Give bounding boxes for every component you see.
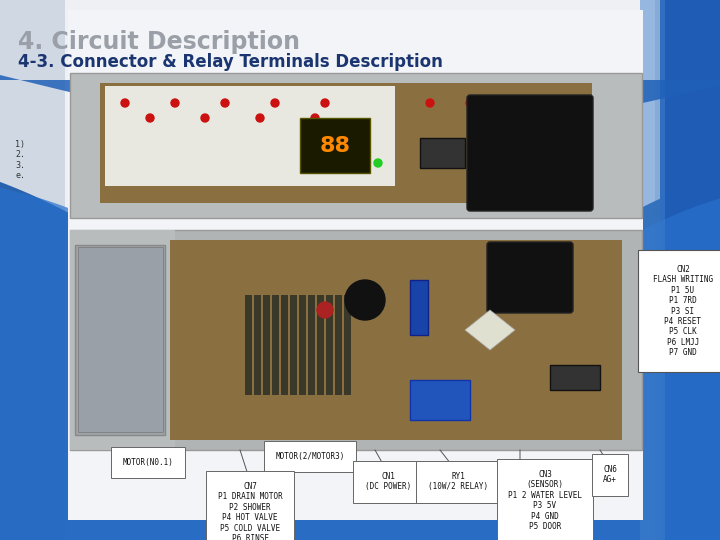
Circle shape [146, 114, 154, 122]
Text: 88: 88 [320, 136, 351, 156]
Text: CN3
(SENSOR)
P1 2 WATER LEVEL
P3 5V
P4 GND
P5 DOOR: CN3 (SENSOR) P1 2 WATER LEVEL P3 5V P4 G… [508, 470, 582, 531]
Bar [75, 245, 165, 435]
Text: RY1
(10W/2 RELAY): RY1 (10W/2 RELAY) [428, 472, 488, 491]
Bar [660, 0, 720, 540]
Text: CN6
AG+: CN6 AG+ [603, 465, 617, 484]
Circle shape [171, 99, 179, 107]
Text: 4-3. Connector & Relay Terminals Description: 4-3. Connector & Relay Terminals Descrip… [18, 53, 443, 71]
Circle shape [321, 99, 329, 107]
Bar [245, 295, 252, 395]
Bar [70, 230, 175, 450]
Polygon shape [0, 184, 720, 540]
Bar [640, 0, 665, 540]
Text: CN7
P1 DRAIN MOTOR
P2 SHOWER
P4 HOT VALVE
P5 COLD VALVE
P6 RINSE: CN7 P1 DRAIN MOTOR P2 SHOWER P4 HOT VALV… [217, 482, 282, 540]
Bar [420, 138, 465, 168]
Polygon shape [465, 310, 515, 350]
Circle shape [374, 159, 382, 167]
Bar [100, 83, 592, 203]
Bar [254, 295, 261, 395]
Circle shape [345, 280, 385, 320]
FancyBboxPatch shape [487, 242, 573, 313]
Polygon shape [0, 164, 720, 540]
Bar [78, 247, 163, 432]
Bar [299, 295, 306, 395]
Text: CN1
(DC POWER): CN1 (DC POWER) [365, 472, 411, 491]
Bar [263, 295, 270, 395]
Text: 4. Circuit Description: 4. Circuit Description [18, 30, 300, 54]
Circle shape [466, 99, 474, 107]
Bar [170, 240, 622, 440]
Circle shape [271, 99, 279, 107]
Bar [317, 295, 324, 395]
Bar [70, 73, 642, 218]
Bar [300, 118, 370, 173]
FancyBboxPatch shape [467, 95, 593, 211]
Bar [70, 230, 642, 450]
Bar [335, 295, 342, 395]
Bar [410, 280, 428, 335]
Bar [68, 10, 643, 520]
Circle shape [121, 99, 129, 107]
Circle shape [221, 99, 229, 107]
Circle shape [317, 302, 333, 318]
Bar [344, 295, 351, 395]
Text: MOTOR(2/MOTOR3): MOTOR(2/MOTOR3) [275, 452, 345, 461]
Polygon shape [0, 75, 720, 135]
Circle shape [201, 114, 209, 122]
Circle shape [506, 99, 514, 107]
Bar [105, 86, 395, 186]
Bar [308, 295, 315, 395]
Bar [290, 295, 297, 395]
Circle shape [311, 114, 319, 122]
Text: CN2
FLASH WRITING
P1 5U
P1 7RD
P3 SI
P4 RESET
P5 CLK
P6 LMJJ
P7 GND: CN2 FLASH WRITING P1 5U P1 7RD P3 SI P4 … [653, 265, 713, 357]
Bar [65, 0, 655, 540]
Bar [281, 295, 288, 395]
Bar [410, 380, 470, 420]
Text: MOTOR(N0.1): MOTOR(N0.1) [122, 458, 174, 467]
Bar [550, 365, 600, 390]
Circle shape [256, 114, 264, 122]
Bar [326, 295, 333, 395]
Text: 1)
2.
3.
e.: 1) 2. 3. e. [15, 140, 25, 180]
Bar [272, 295, 279, 395]
Circle shape [426, 99, 434, 107]
